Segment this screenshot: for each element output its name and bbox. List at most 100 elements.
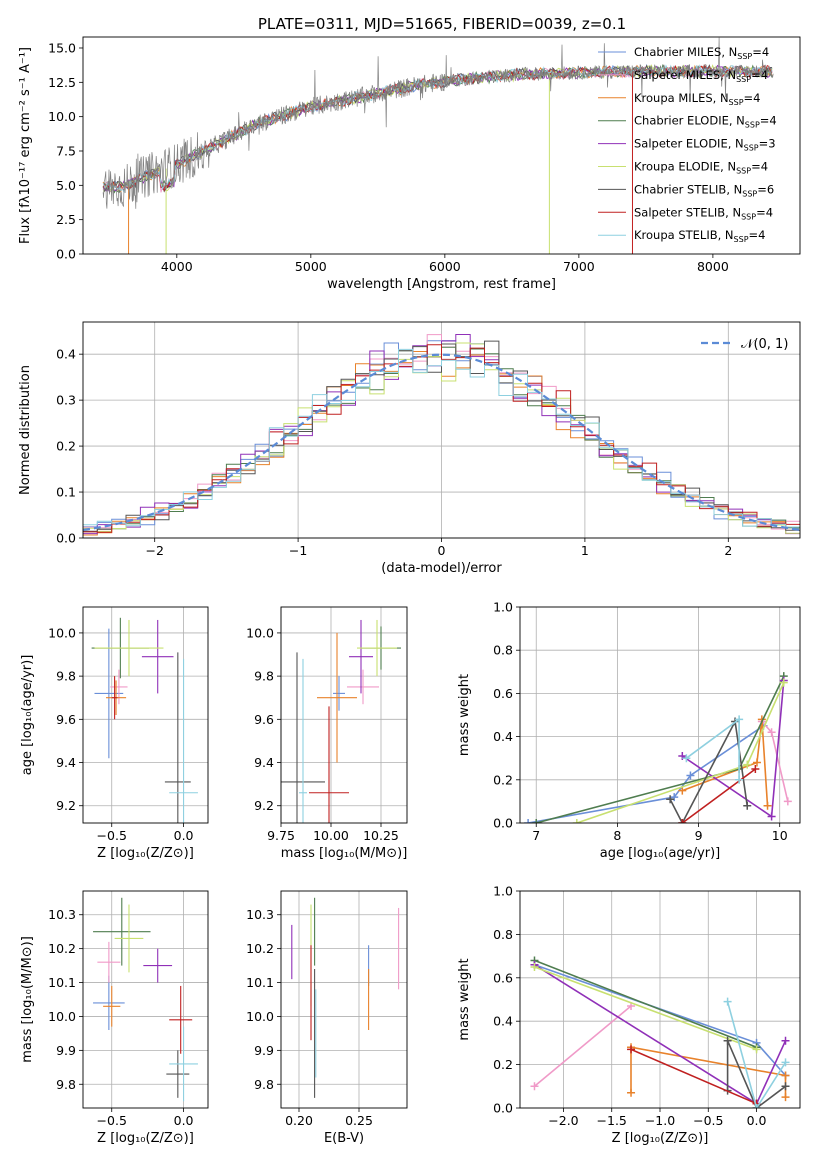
y-tick-label: 10.1 bbox=[48, 975, 76, 990]
y-tick-label: 9.8 bbox=[254, 669, 274, 684]
error-bar-point bbox=[166, 1050, 190, 1098]
plot-area bbox=[291, 897, 400, 1098]
mass-weight-line bbox=[726, 1001, 787, 1108]
mass-weight-marker bbox=[752, 758, 761, 767]
y-tick-label: 5.0 bbox=[56, 178, 76, 193]
mass-weight-line bbox=[681, 680, 785, 818]
y-tick-label: 0.2 bbox=[56, 439, 76, 454]
y-tick-label: 7.5 bbox=[56, 143, 76, 158]
x-tick-label: 7000 bbox=[563, 259, 595, 274]
observed-spectrum-line bbox=[102, 37, 774, 209]
legend-label: Chabrier STELIB, NSSP=6 bbox=[634, 182, 774, 198]
x-tick-label: 8000 bbox=[697, 259, 729, 274]
x-tick-label: −1 bbox=[289, 543, 307, 558]
mass-weight-marker bbox=[572, 819, 581, 823]
x-axis-label: E(B-V) bbox=[324, 1131, 364, 1146]
x-axis-label: (data-model)/error bbox=[381, 561, 502, 576]
x-tick-label: 10.25 bbox=[363, 828, 399, 843]
legend-label: Salpeter ELODIE, NSSP=3 bbox=[634, 137, 776, 153]
panel-mass_vs_EBV: 0.20 0.25 9.8 9.9 10.0 10.1 10.2 10.3 E(B-V) bbox=[246, 890, 408, 1146]
mass-weight-line bbox=[726, 1040, 786, 1108]
y-tick-label: 9.6 bbox=[56, 712, 76, 727]
mass-weight-line bbox=[682, 719, 769, 806]
x-tick-label: −2 bbox=[145, 543, 163, 558]
panel-residuals: −2 −1 0 1 2 0.0 0.1 0.2 0.3 0.4 (data-model)/error… bbox=[18, 321, 801, 576]
x-tick-label: 10.00 bbox=[313, 828, 349, 843]
y-tick-label: 0.0 bbox=[56, 247, 76, 262]
y-axis-label: mass weight bbox=[457, 958, 472, 1040]
x-tick-label: 0.20 bbox=[285, 1113, 313, 1128]
y-tick-label: 0.0 bbox=[56, 531, 76, 546]
x-tick-label: −1.5 bbox=[597, 1113, 627, 1128]
y-axis-label: age [log₁₀(age/yr)] bbox=[20, 655, 35, 776]
mass-weight-marker bbox=[723, 997, 732, 1006]
y-tick-label: 0.1 bbox=[56, 485, 76, 500]
y-tick-label: 9.4 bbox=[254, 755, 274, 770]
axes-frame bbox=[82, 606, 209, 824]
mass-weight-marker bbox=[781, 1093, 790, 1102]
y-tick-label: 9.9 bbox=[254, 1043, 274, 1058]
x-tick-label: −0.5 bbox=[97, 1113, 127, 1128]
x-tick-label: 5000 bbox=[295, 259, 327, 274]
y-tick-label: 0.2 bbox=[493, 1057, 513, 1072]
axes-frame bbox=[519, 606, 801, 824]
mass-weight-marker bbox=[781, 1071, 790, 1080]
x-tick-label: 0.0 bbox=[747, 1113, 767, 1128]
y-tick-label: 2.5 bbox=[56, 212, 76, 227]
panel-massweight_vs_age: 7 8 9 10 0.0 0.2 0.4 0.6 0.8 1.0 age [log₁₀(age/yr… bbox=[457, 600, 801, 861]
mass-weight-marker bbox=[735, 715, 744, 724]
mass-weight-line bbox=[630, 1048, 757, 1105]
legend-label: Chabrier MILES, NSSP=4 bbox=[634, 45, 769, 61]
y-tick-label: 0.4 bbox=[493, 729, 513, 744]
x-tick-label: 0.25 bbox=[345, 1113, 373, 1128]
y-tick-label: 10.1 bbox=[246, 975, 274, 990]
mass-weight-marker bbox=[752, 1104, 761, 1108]
y-tick-label: 9.4 bbox=[56, 755, 76, 770]
y-tick-label: 1.0 bbox=[493, 600, 513, 615]
legend: Chabrier MILES, NSSP=4 Salpeter MILES, NS… bbox=[598, 45, 777, 244]
x-tick-label: 0.0 bbox=[174, 828, 194, 843]
legend: 𝒩(0, 1) bbox=[701, 337, 788, 352]
mass-weight-marker bbox=[752, 1045, 761, 1054]
panel-spectrum: 4000 5000 6000 7000 8000 0.0 2.5 5.0 7.5 10.0 12.5… bbox=[18, 36, 801, 292]
figure-title: PLATE=0311, MJD=51665, FIBERID=0039, z=0… bbox=[258, 15, 626, 33]
mass-weight-marker bbox=[783, 797, 792, 806]
y-axis-label: mass [log₁₀(M/M⊙)] bbox=[20, 936, 35, 1063]
y-tick-label: 9.6 bbox=[254, 712, 274, 727]
mass-weight-marker bbox=[781, 1036, 790, 1045]
mass-weight-marker bbox=[530, 962, 539, 971]
plot-area bbox=[102, 37, 774, 254]
mass-weight-marker bbox=[735, 775, 744, 784]
axes-frame bbox=[519, 890, 801, 1109]
error-bar-point bbox=[103, 985, 121, 1027]
x-tick-label: 6000 bbox=[429, 259, 461, 274]
y-tick-label: 9.2 bbox=[254, 798, 274, 813]
mass-weight-marker bbox=[627, 1045, 636, 1054]
normal-distribution-curve bbox=[83, 353, 800, 531]
mass-weight-marker bbox=[743, 801, 752, 810]
mass-weight-marker bbox=[678, 786, 687, 795]
mass-weight-marker bbox=[530, 1082, 539, 1091]
mass-weight-marker bbox=[767, 812, 776, 821]
y-tick-label: 12.5 bbox=[48, 75, 76, 90]
mass-weight-line bbox=[576, 682, 785, 823]
y-tick-label: 9.8 bbox=[254, 1077, 274, 1092]
y-tick-label: 9.8 bbox=[56, 1077, 76, 1092]
error-bar-point bbox=[93, 897, 151, 966]
panel-age_vs_mass: 9.75 10.00 10.25 9.2 9.4 9.6 9.8 10.0 mass [log₁… bbox=[246, 606, 408, 861]
y-axis-label: Normed distribution bbox=[18, 365, 33, 495]
axes-frame bbox=[82, 890, 209, 1109]
plot-area bbox=[91, 617, 198, 823]
mass-weight-marker bbox=[627, 1088, 636, 1097]
y-tick-label: 0.6 bbox=[493, 970, 513, 985]
mass-weight-marker bbox=[767, 728, 776, 737]
y-tick-label: 10.0 bbox=[48, 625, 76, 640]
y-tick-label: 10.2 bbox=[48, 941, 76, 956]
legend-label: Kroupa STELIB, NSSP=4 bbox=[634, 228, 765, 244]
mass-weight-marker bbox=[524, 819, 533, 823]
plot-area bbox=[83, 334, 800, 536]
x-axis-label: mass [log₁₀(M/M⊙)] bbox=[281, 846, 408, 861]
mass-weight-marker bbox=[781, 1082, 790, 1091]
legend-label: Kroupa ELODIE, NSSP=4 bbox=[634, 160, 768, 176]
x-axis-label: wavelength [Angstrom, rest frame] bbox=[327, 277, 556, 292]
